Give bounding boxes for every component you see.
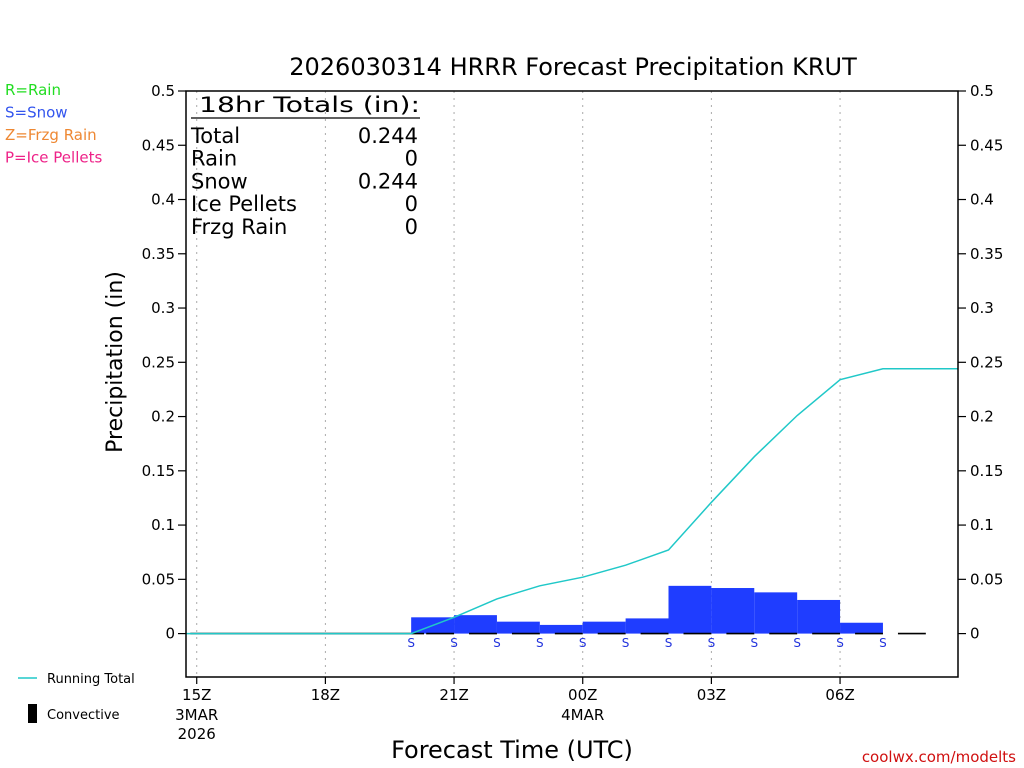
ptype-marker: S bbox=[708, 636, 716, 650]
y-tick-label: 0.05 bbox=[142, 570, 175, 588]
precip-bar bbox=[711, 588, 755, 634]
totals-row-label: Ice Pellets bbox=[191, 192, 297, 216]
y-tick-label-right: 0.5 bbox=[970, 82, 994, 100]
y-tick-label: 0.4 bbox=[151, 191, 175, 209]
y-axis-right: 0 0.05 0.1 0.15 0.2 0.25 0.3 0.35 0.4 0.45 0.5 bbox=[958, 82, 1003, 643]
x-tick-label: 18Z bbox=[311, 686, 340, 704]
precip-type-legend-item: P=Ice Pellets bbox=[5, 149, 102, 167]
x-axis-label: Forecast Time (UTC) bbox=[391, 736, 633, 764]
y-tick-label-right: 0.4 bbox=[970, 191, 994, 209]
y-tick-label: 0.45 bbox=[142, 136, 175, 154]
convective-legend: Convective bbox=[28, 704, 120, 723]
credit-text: coolwx.com/modelts bbox=[862, 748, 1016, 766]
ptype-marker: S bbox=[750, 636, 758, 650]
totals-box: 18hr Totals (in): Total 0.244 Rain 0 Snow 0.2… bbox=[190, 93, 420, 239]
y-tick-label: 0.25 bbox=[142, 353, 175, 371]
ptype-marker: S bbox=[579, 636, 587, 650]
totals-row-label: Total bbox=[190, 124, 240, 148]
precip-type-legend-item: S=Snow bbox=[5, 104, 68, 122]
y-tick-label-right: 0.45 bbox=[970, 136, 1003, 154]
y-tick-label: 0.15 bbox=[142, 462, 175, 480]
x-tick-date: 3MAR bbox=[175, 706, 218, 724]
precip-bar bbox=[625, 618, 669, 634]
totals-row-label: Frzg Rain bbox=[191, 215, 287, 239]
ptype-marker: S bbox=[450, 636, 458, 650]
y-tick-label-right: 0.05 bbox=[970, 570, 1003, 588]
x-tick-date: 4MAR bbox=[561, 706, 604, 724]
convective-legend-swatch bbox=[28, 704, 37, 723]
plot-frame bbox=[185, 90, 959, 678]
y-tick-label: 0.3 bbox=[151, 299, 175, 317]
totals-row-label: Rain bbox=[191, 147, 237, 171]
x-tick-label: 06Z bbox=[825, 686, 854, 704]
y-axis-left: 0 0.05 0.1 0.15 0.2 0.25 0.3 0.35 0.4 0.45 0.5 bbox=[142, 82, 186, 643]
y-tick-label: 0 bbox=[165, 625, 175, 643]
y-tick-label: 0.2 bbox=[151, 408, 175, 426]
ptype-marker: S bbox=[836, 636, 844, 650]
totals-row-value: 0.244 bbox=[358, 169, 418, 193]
y-tick-label-right: 0.25 bbox=[970, 353, 1003, 371]
precip-bar bbox=[539, 624, 583, 634]
y-tick-label-right: 0.2 bbox=[970, 408, 994, 426]
y-tick-label-right: 0 bbox=[970, 625, 980, 643]
y-tick-label-right: 0.15 bbox=[970, 462, 1003, 480]
precip-bar bbox=[668, 585, 712, 634]
y-tick-label-right: 0.1 bbox=[970, 516, 994, 534]
totals-row-value: 0 bbox=[405, 192, 418, 216]
x-tick-label: 03Z bbox=[697, 686, 726, 704]
precip-type-legend: R=Rain S=Snow Z=Frzg Rain P=Ice Pellets bbox=[5, 81, 102, 167]
totals-row-value: 0 bbox=[405, 215, 418, 239]
ptype-marker: S bbox=[793, 636, 801, 650]
x-tick-year: 2026 bbox=[178, 725, 216, 743]
x-tick-label: 15Z bbox=[182, 686, 211, 704]
convective-legend-label: Convective bbox=[47, 708, 120, 723]
chart-title: 2026030314 HRRR Forecast Precipitation K… bbox=[289, 53, 857, 81]
precip-type-legend-item: Z=Frzg Rain bbox=[5, 126, 97, 144]
y-tick-label-right: 0.35 bbox=[970, 245, 1003, 263]
hourly-bars bbox=[411, 585, 883, 634]
ptype-marker: S bbox=[493, 636, 501, 650]
y-tick-label: 0.5 bbox=[151, 82, 175, 100]
precip-bar bbox=[754, 592, 798, 634]
y-tick-label: 0.35 bbox=[142, 245, 175, 263]
running-total-legend: Running Total bbox=[18, 672, 135, 687]
ptype-marker: S bbox=[622, 636, 630, 650]
x-tick-label: 21Z bbox=[439, 686, 468, 704]
precip-bar bbox=[582, 621, 626, 634]
ptype-marker: S bbox=[665, 636, 673, 650]
precip-type-legend-item: R=Rain bbox=[5, 81, 61, 99]
x-tick-label: 00Z bbox=[568, 686, 597, 704]
running-total-line bbox=[186, 368, 958, 635]
precip-bar bbox=[454, 615, 497, 634]
precip-bar bbox=[797, 599, 841, 634]
ptype-marker: S bbox=[879, 636, 887, 650]
precip-bar bbox=[840, 622, 883, 634]
y-axis-label: Precipitation (in) bbox=[103, 271, 128, 453]
precip-bar bbox=[496, 621, 540, 634]
y-tick-label: 0.1 bbox=[151, 516, 175, 534]
ptype-marker: S bbox=[407, 636, 415, 650]
totals-row-label: Snow bbox=[191, 169, 248, 193]
totals-row-value: 0.244 bbox=[358, 124, 418, 148]
totals-heading: 18hr Totals (in): bbox=[199, 93, 420, 117]
totals-row-value: 0 bbox=[405, 147, 418, 171]
ptype-marker: S bbox=[536, 636, 544, 650]
y-tick-label-right: 0.3 bbox=[970, 299, 994, 317]
running-total-legend-label: Running Total bbox=[47, 672, 135, 687]
